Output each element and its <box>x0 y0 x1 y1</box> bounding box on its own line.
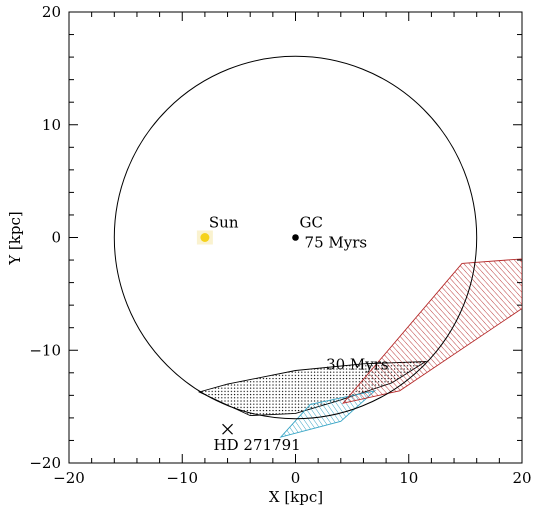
sun-marker <box>200 233 210 242</box>
regions-layer <box>197 258 522 438</box>
gc-label: GC <box>300 214 323 232</box>
annotation-30-myrs: 30 Myrs <box>326 355 389 373</box>
x-tick-label: −20 <box>53 469 85 487</box>
y-axis-title: Y [kpc] <box>6 211 24 265</box>
y-tick-label: −10 <box>29 341 61 359</box>
gc-marker <box>292 234 299 241</box>
y-tick-label: −20 <box>29 454 61 472</box>
y-tick-label: 10 <box>42 116 61 134</box>
x-tick-label: 0 <box>291 469 301 487</box>
y-tick-label: 20 <box>42 3 61 21</box>
sun-label: Sun <box>209 214 239 232</box>
hd-271791-label: HD 271791 <box>214 436 301 454</box>
x-tick-label: 20 <box>512 469 531 487</box>
x-tick-label: 10 <box>399 469 418 487</box>
points-layer: Sun GC HD 271791 <box>196 214 323 454</box>
boundary-circle <box>113 55 478 420</box>
x-tick-label: −10 <box>166 469 198 487</box>
x-axis-title: X [kpc] <box>269 488 323 506</box>
hd-271791-marker <box>222 423 233 435</box>
ticks-layer: −20 −10 0 10 20 −20 −10 0 10 20 <box>29 3 531 487</box>
annotations-layer: 75 Myrs 30 Myrs <box>305 234 389 374</box>
y-tick-label: 0 <box>51 229 61 247</box>
annotation-75-myrs: 75 Myrs <box>305 234 368 252</box>
region-red <box>341 258 522 404</box>
